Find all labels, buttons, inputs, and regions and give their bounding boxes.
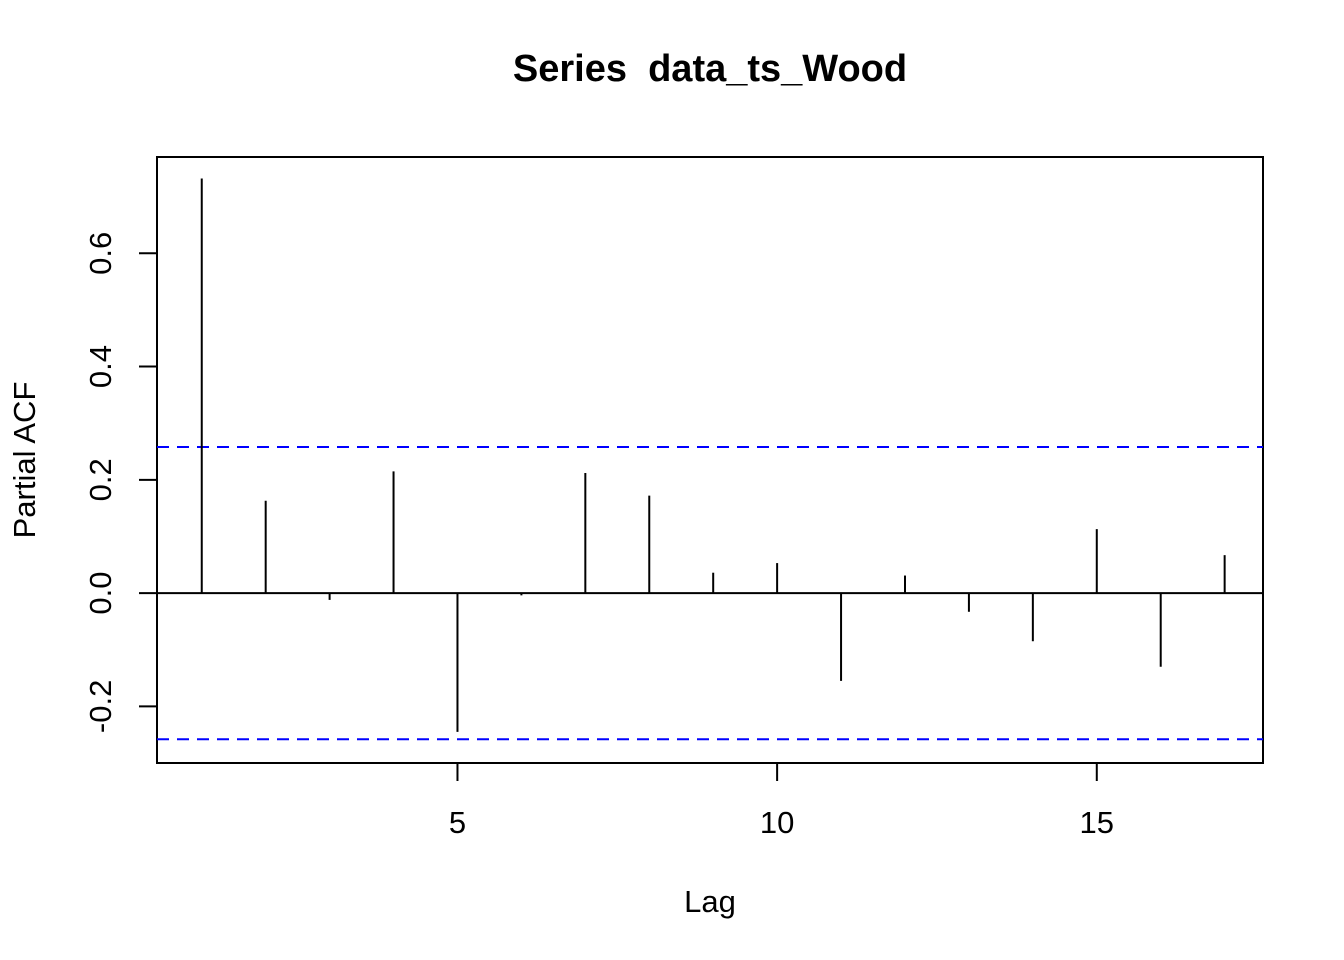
x-axis-label: Lag: [684, 884, 736, 919]
x-tick-label-5: 5: [449, 805, 466, 840]
plot-layer: 5 10 15 -0.2 0.0 0.2 0.4 0.6: [83, 178, 1263, 840]
y-tick-label-3: 0.4: [83, 345, 118, 388]
plot-frame: [156, 156, 1264, 764]
y-tick-label-2: 0.2: [83, 458, 118, 501]
y-tick-label-0: -0.2: [83, 680, 118, 733]
y-tick-label-4: 0.6: [83, 232, 118, 275]
y-axis-label: Partial ACF: [7, 382, 42, 539]
y-tick-label-1: 0.0: [83, 572, 118, 615]
x-tick-label-10: 10: [760, 805, 794, 840]
chart-title: Series data_ts_Wood: [513, 48, 907, 90]
x-tick-label-15: 15: [1080, 805, 1114, 840]
